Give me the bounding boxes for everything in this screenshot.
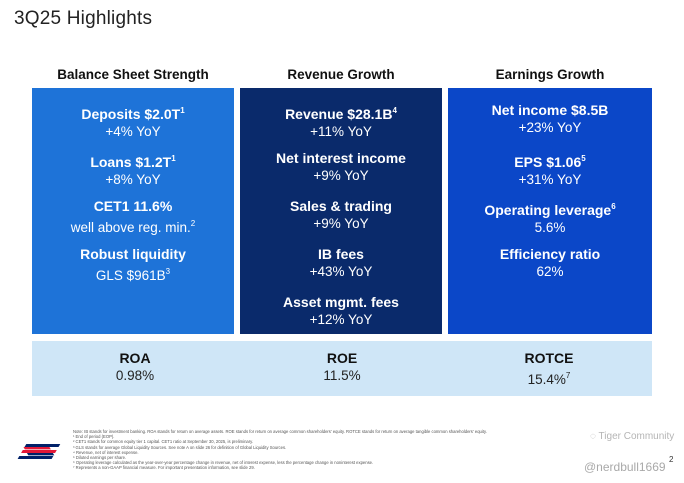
revenue-item: Revenue $28.1B4 +11% YoY [240,102,442,140]
revenue-label: Revenue $28.1B [285,106,393,122]
ib-fees-item: IB fees +43% YoY [240,246,442,280]
ib-fees-label: IB fees [318,246,364,262]
cet1-detail: well above reg. min. [70,220,191,235]
footnote-ref: 1 [180,106,185,115]
asset-mgmt-growth: +12% YoY [309,312,373,327]
footnote-ref: 4 [392,106,397,115]
footnote-line: ⁵ Diluted earnings per share. [73,455,127,461]
nii-growth: +9% YoY [313,168,369,183]
page-title: 3Q25 Highlights [14,8,153,29]
net-income-label: Net income $8.5B [491,102,609,118]
efficiency-value: 62% [536,264,564,279]
nii-item: Net interest income +9% YoY [240,150,442,184]
loans-growth: +8% YoY [105,172,161,187]
cet1-item: CET1 11.6% well above reg. min.2 [32,198,234,236]
balance-sheet-panel: Deposits $2.0T1 +4% YoY Loans $1.2T1 +8%… [32,88,234,334]
roe-metric: ROE 11.5% [239,350,445,384]
rotce-label: ROTCE [524,350,574,366]
asset-mgmt-label: Asset mgmt. fees [283,294,399,310]
returns-band: ROA 0.98% ROE 11.5% ROTCE 15.4%7 [32,341,652,396]
deposits-item: Deposits $2.0T1 +4% YoY [32,102,234,140]
handle-watermark: @nerdbull1669 [584,460,666,474]
cet1-label: CET1 11.6% [93,198,173,214]
op-leverage-value: 5.6% [534,220,566,235]
revenue-growth-panel: Revenue $28.1B4 +11% YoY Net interest in… [240,88,442,334]
footnote-line: ³ GLS stands for average Global Liquidit… [73,444,287,450]
loans-item: Loans $1.2T1 +8% YoY [32,150,234,188]
ib-fees-growth: +43% YoY [309,264,373,279]
roa-value: 0.98% [115,368,155,383]
sales-trading-growth: +9% YoY [313,216,369,231]
footnote-line: ⁴ Revenue, net of interest expense. [73,449,139,455]
earnings-growth-panel: Net income $8.5B +23% YoY EPS $1.065 +31… [448,88,652,334]
liquidity-detail: GLS $961B [95,268,166,283]
footnote-ref: 7 [565,371,571,380]
footnote-ref: 2 [190,219,196,228]
tiger-community-watermark: ◌ Tiger Community [590,431,675,442]
rotce-metric: ROTCE 15.4%7 [446,350,652,388]
footnote-line: ⁶ Operating leverage calculated as the y… [73,460,374,466]
efficiency-item: Efficiency ratio 62% [448,246,652,280]
op-leverage-item: Operating leverage6 5.6% [448,198,652,236]
roa-metric: ROA 0.98% [32,350,238,384]
revenue-growth: +11% YoY [310,124,372,139]
net-income-item: Net income $8.5B +23% YoY [448,102,652,136]
sales-trading-label: Sales & trading [290,198,392,214]
footnote-line: ⁷ Represents a non-GAAP financial measur… [73,465,255,471]
footnote-line: Note: IB stands for investment banking. … [73,429,487,434]
footnote-ref: 3 [165,267,171,276]
eps-label: EPS $1.06 [514,154,582,170]
bank-logo-icon [17,444,61,459]
balance-sheet-header: Balance Sheet Strength [57,67,209,82]
efficiency-label: Efficiency ratio [499,246,601,262]
liquidity-label: Robust liquidity [80,246,186,262]
roe-value: 11.5% [323,368,361,383]
op-leverage-label: Operating leverage [484,202,612,218]
deposits-growth: +4% YoY [105,124,161,139]
footnote-line: ¹ End of period (EOP). [73,434,115,440]
nii-label: Net interest income [276,150,406,166]
footnote-ref: 5 [581,154,586,163]
asset-mgmt-item: Asset mgmt. fees +12% YoY [240,294,442,328]
page-number: 2 [669,455,674,464]
eps-growth: +31% YoY [518,172,582,187]
sales-trading-item: Sales & trading +9% YoY [240,198,442,232]
deposits-label: Deposits $2.0T [81,106,181,122]
roa-label: ROA [119,350,151,366]
loans-label: Loans $1.2T [90,154,172,170]
roe-label: ROE [326,350,358,366]
earnings-growth-header: Earnings Growth [495,67,605,82]
eps-item: EPS $1.065 +31% YoY [448,150,652,188]
footnote-ref: 6 [611,202,616,211]
revenue-growth-header: Revenue Growth [287,67,395,82]
footnote-ref: 1 [171,154,176,163]
footnote-line: ² CET1 stands for common equity tier 1 c… [73,439,254,445]
watermark-text: Tiger Community [598,431,675,442]
liquidity-item: Robust liquidity GLS $961B3 [32,246,234,284]
footnotes: Note: IB stands for investment banking. … [73,429,593,471]
net-income-growth: +23% YoY [518,120,582,135]
rotce-value: 15.4% [527,372,566,387]
